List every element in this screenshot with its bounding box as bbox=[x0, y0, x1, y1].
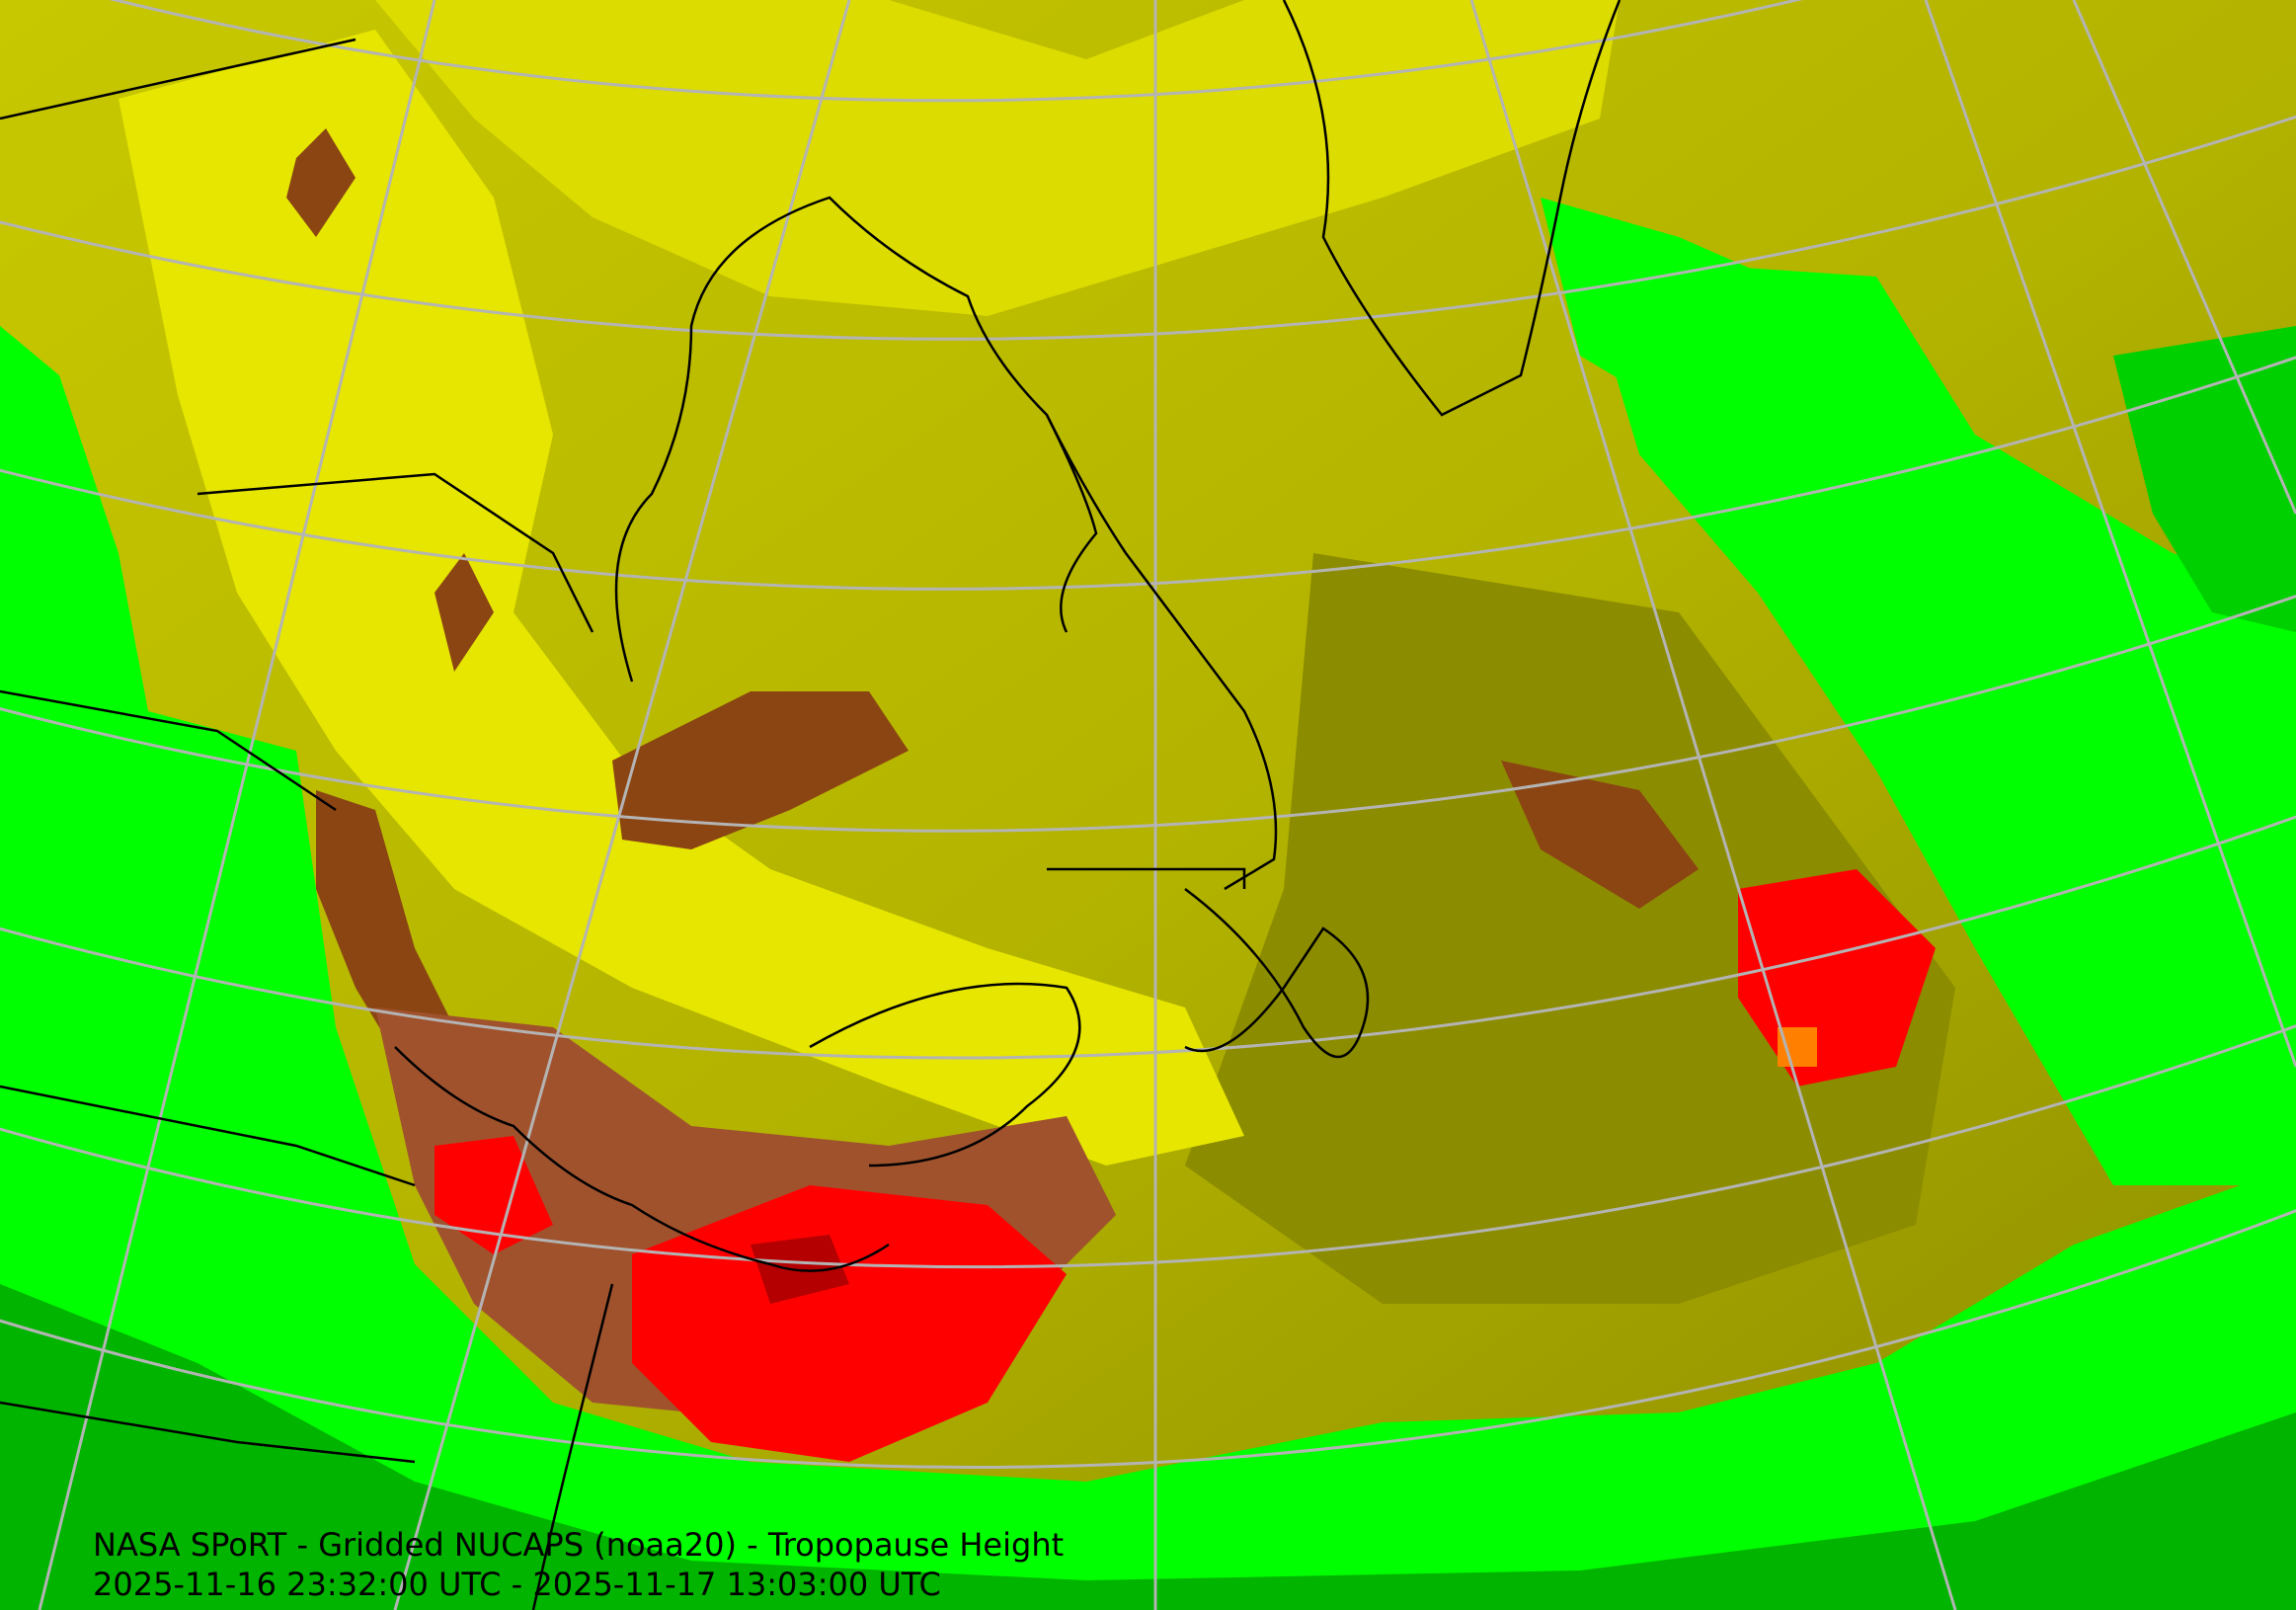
longitude-line-2 bbox=[393, 0, 851, 1610]
low-tropopause-region-east bbox=[1580, 257, 2296, 1185]
province-border-2 bbox=[0, 689, 337, 812]
great-lakes-coast bbox=[394, 1046, 890, 1272]
st-lawrence-coast bbox=[1184, 888, 1370, 1059]
labrador-border bbox=[1047, 867, 1246, 889]
map-time-range: 2025-11-16 23:32:00 UTC - 2025-11-17 13:… bbox=[93, 1566, 941, 1603]
low-tropopause-region-northeast bbox=[1541, 198, 1876, 454]
olive-band-atlantic bbox=[1185, 553, 1955, 1304]
red-maximum-south bbox=[632, 1185, 1067, 1462]
hudson-bay-coast bbox=[614, 196, 1098, 683]
us-state-border-2 bbox=[0, 1401, 416, 1464]
latitude-line-3 bbox=[0, 815, 2296, 1060]
latitude-line-5 bbox=[0, 356, 2296, 591]
latitude-line-6 bbox=[0, 115, 2296, 341]
map-title: NASA SPoRT - Gridded NUCAPS (noaa20) - T… bbox=[93, 1526, 1065, 1564]
low-tropopause-region-darkgreen bbox=[0, 1284, 2296, 1610]
orange-patch-atlantic bbox=[1778, 1027, 1817, 1067]
brown-streak-north-2 bbox=[435, 553, 494, 672]
labrador-coast bbox=[1045, 414, 1278, 891]
longitude-line-1 bbox=[38, 0, 436, 1610]
us-east-coast bbox=[531, 1283, 614, 1610]
red-maximum-southwest bbox=[435, 1136, 553, 1254]
brown-streak-north-1 bbox=[286, 128, 356, 237]
province-border-1 bbox=[197, 472, 594, 633]
brown-band-central bbox=[612, 691, 909, 849]
high-tropopause-band bbox=[119, 30, 1244, 1166]
brown-band-east bbox=[1501, 761, 1699, 909]
latitude-line-1 bbox=[0, 1209, 2296, 1469]
longitude-line-6 bbox=[2072, 0, 2296, 515]
northwest-territory-border bbox=[0, 38, 356, 121]
longitude-line-5 bbox=[1924, 0, 2296, 1068]
latitude-line-4 bbox=[0, 594, 2296, 833]
gaspe-coast bbox=[809, 982, 1081, 1167]
brown-band-west bbox=[316, 790, 464, 1087]
longitude-line-4 bbox=[1469, 0, 1957, 1610]
us-state-border-1 bbox=[0, 1085, 416, 1187]
latitude-line-7 bbox=[109, 0, 1803, 103]
greenland-coast bbox=[1282, 0, 1622, 417]
latitude-line-2 bbox=[0, 1024, 2296, 1269]
coastlines bbox=[0, 0, 1622, 1610]
high-tropopause-band-north bbox=[375, 0, 1620, 316]
